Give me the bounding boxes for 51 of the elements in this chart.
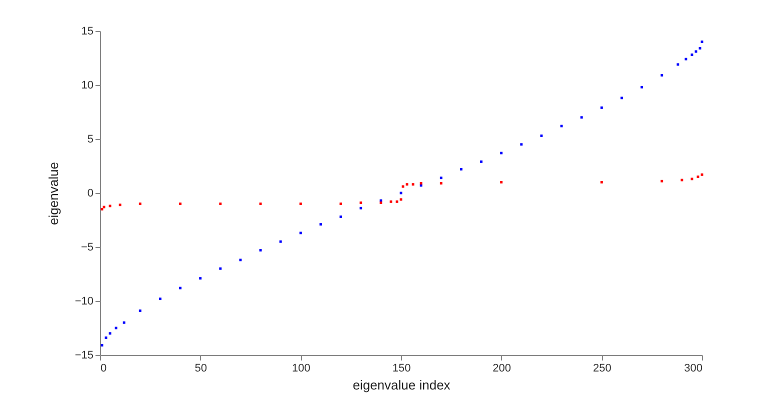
point	[299, 202, 302, 206]
x-tick-label: 50	[194, 362, 207, 374]
point	[690, 178, 694, 180]
x-tick-label: 200	[492, 362, 512, 374]
y-tick-label: 0	[87, 188, 94, 200]
point	[660, 180, 664, 182]
y-axis-title: eigenvalue	[46, 162, 61, 225]
y-tick-label: 15	[81, 26, 94, 38]
point	[500, 152, 503, 154]
x-tick-label: 300	[684, 362, 702, 374]
point	[680, 178, 684, 182]
point	[299, 232, 302, 234]
point	[259, 202, 262, 206]
point	[360, 206, 362, 210]
point	[158, 298, 162, 300]
point	[640, 86, 644, 88]
point	[108, 332, 112, 335]
x-tick-label: 100	[292, 362, 310, 374]
point	[390, 200, 392, 203]
point	[199, 277, 202, 280]
point	[560, 124, 563, 128]
x-tick-label: 250	[592, 362, 612, 374]
point	[520, 143, 523, 146]
y-tick-label: −15	[74, 350, 94, 362]
point	[340, 202, 342, 206]
point	[440, 182, 442, 185]
x-tick-label: 150	[392, 362, 411, 374]
point	[138, 202, 142, 206]
y-tick-label: 10	[81, 80, 94, 92]
point	[600, 106, 603, 109]
point	[219, 267, 222, 270]
y-tick-label: 5	[87, 134, 94, 146]
point	[684, 58, 688, 60]
y-tick-label: −10	[74, 296, 94, 308]
point	[219, 202, 222, 206]
point	[660, 74, 664, 77]
point	[239, 258, 242, 262]
point	[118, 204, 122, 206]
point	[412, 183, 414, 186]
point	[580, 116, 583, 119]
x-tick-label: 0	[100, 362, 107, 374]
point	[279, 240, 282, 243]
point	[122, 321, 126, 324]
point	[360, 201, 362, 204]
point	[500, 180, 503, 184]
point	[440, 176, 442, 180]
point	[600, 180, 603, 184]
point	[108, 204, 112, 208]
y-tick-label: −5	[80, 242, 94, 254]
point	[138, 309, 142, 312]
x-axis-title: eigenvalue index	[352, 378, 451, 392]
